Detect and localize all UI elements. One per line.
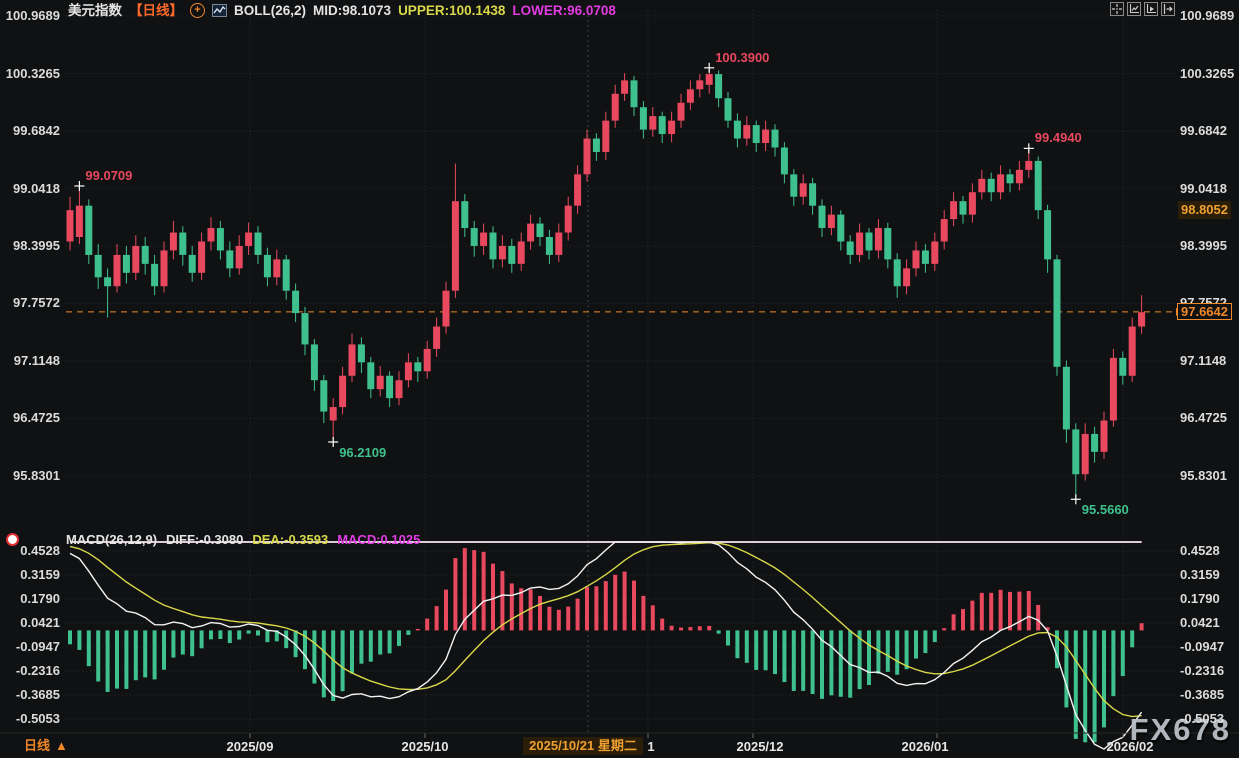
range-stats-icon[interactable] (1127, 2, 1141, 16)
macd-indicator-dot-icon[interactable] (6, 533, 19, 546)
macd-header: MACD(26,12,9) DIFF:-0.3080 DEA:-0.3593 M… (66, 532, 420, 548)
macd-macd-value: MACD:0.1025 (337, 532, 421, 547)
period-tag: 【日线】 (129, 3, 183, 18)
shift-right-icon[interactable] (1161, 2, 1175, 16)
period-selector[interactable]: 日线 ▲ (24, 738, 68, 754)
playback-icon[interactable] (1144, 2, 1158, 16)
macd-label: MACD(26,12,9) (66, 532, 158, 547)
watermark: FX678 (1129, 712, 1231, 747)
indicator-chart-icon (212, 4, 227, 17)
crosshair-icon[interactable] (1110, 2, 1124, 16)
chart-header: 美元指数 【日线】 + BOLL(26,2) MID:98.1073 UPPER… (68, 2, 616, 19)
chevron-up-icon: ▲ (55, 738, 68, 753)
boll-upper-value: UPPER:100.1438 (398, 3, 506, 18)
diff-line (69, 541, 1143, 750)
chart-toolbar (1110, 2, 1175, 16)
time-tick-layer (249, 733, 1124, 738)
dea-line (69, 541, 1142, 718)
macd-lines-layer (69, 541, 1143, 750)
boll-mid-value: MID:98.1073 (313, 3, 392, 18)
boll-label: BOLL(26,2) (234, 3, 307, 18)
annotation-markers-layer (74, 62, 1081, 505)
symbol-name: 美元指数 (68, 3, 122, 18)
macd-diff-value: DIFF:-0.3080 (166, 532, 244, 547)
candles-layer (66, 67, 1146, 500)
macd-histogram-layer (68, 548, 1144, 743)
macd-dea-value: DEA:-0.3593 (252, 532, 329, 547)
boll-lower-value: LOWER:96.0708 (512, 3, 616, 18)
period-label-text: 日线 (24, 738, 51, 753)
add-indicator-icon[interactable]: + (190, 3, 205, 18)
current-price-line-layer (66, 307, 1182, 316)
